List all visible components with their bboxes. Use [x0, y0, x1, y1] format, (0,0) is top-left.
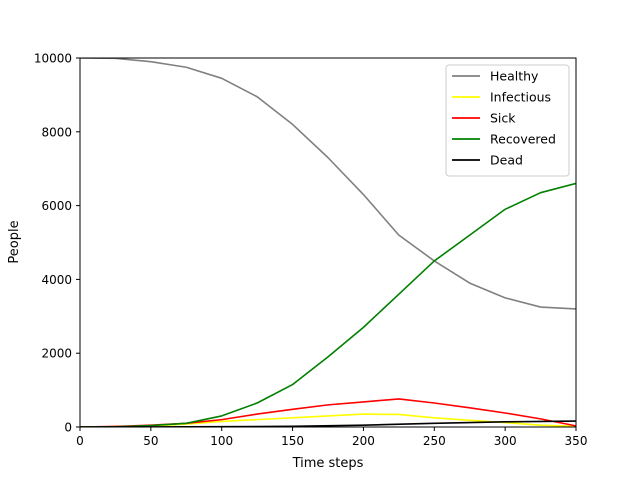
y-tick-label: 0 [64, 421, 72, 435]
x-tick-label: 200 [352, 434, 375, 448]
y-tick-label: 4000 [41, 273, 72, 287]
x-axis: 0 50 100 150 200 250 300 350 [76, 427, 587, 448]
x-tick-label: 300 [494, 434, 517, 448]
x-tick-label: 100 [210, 434, 233, 448]
y-tick-label: 6000 [41, 199, 72, 213]
series-line-recovered [80, 182, 576, 427]
y-axis: 0 2000 4000 6000 8000 10000 [34, 52, 80, 435]
x-tick-label: 50 [143, 434, 158, 448]
legend-box [445, 64, 570, 177]
x-tick-label: 350 [565, 434, 588, 448]
legend-label-dead: Dead [490, 153, 523, 168]
x-axis-label: Time steps [292, 456, 364, 471]
legend-label-infectious: Infectious [490, 90, 551, 105]
x-tick-label: 250 [423, 434, 446, 448]
x-tick-label: 0 [76, 434, 84, 448]
legend-label-recovered: Recovered [490, 132, 556, 147]
legend-label-sick: Sick [490, 111, 516, 126]
series-line-healthy [80, 58, 576, 310]
legend: Healthy Infectious Sick Recovered Dead [445, 64, 570, 177]
plot-frame [79, 57, 577, 428]
y-tick-label: 2000 [41, 347, 72, 361]
axes-frame [79, 57, 577, 428]
y-tick-label: 8000 [41, 125, 72, 139]
legend-label-healthy: Healthy [490, 69, 539, 84]
y-tick-label: 10000 [34, 52, 72, 66]
x-tick-label: 150 [281, 434, 304, 448]
y-axis-label: People [7, 220, 22, 263]
